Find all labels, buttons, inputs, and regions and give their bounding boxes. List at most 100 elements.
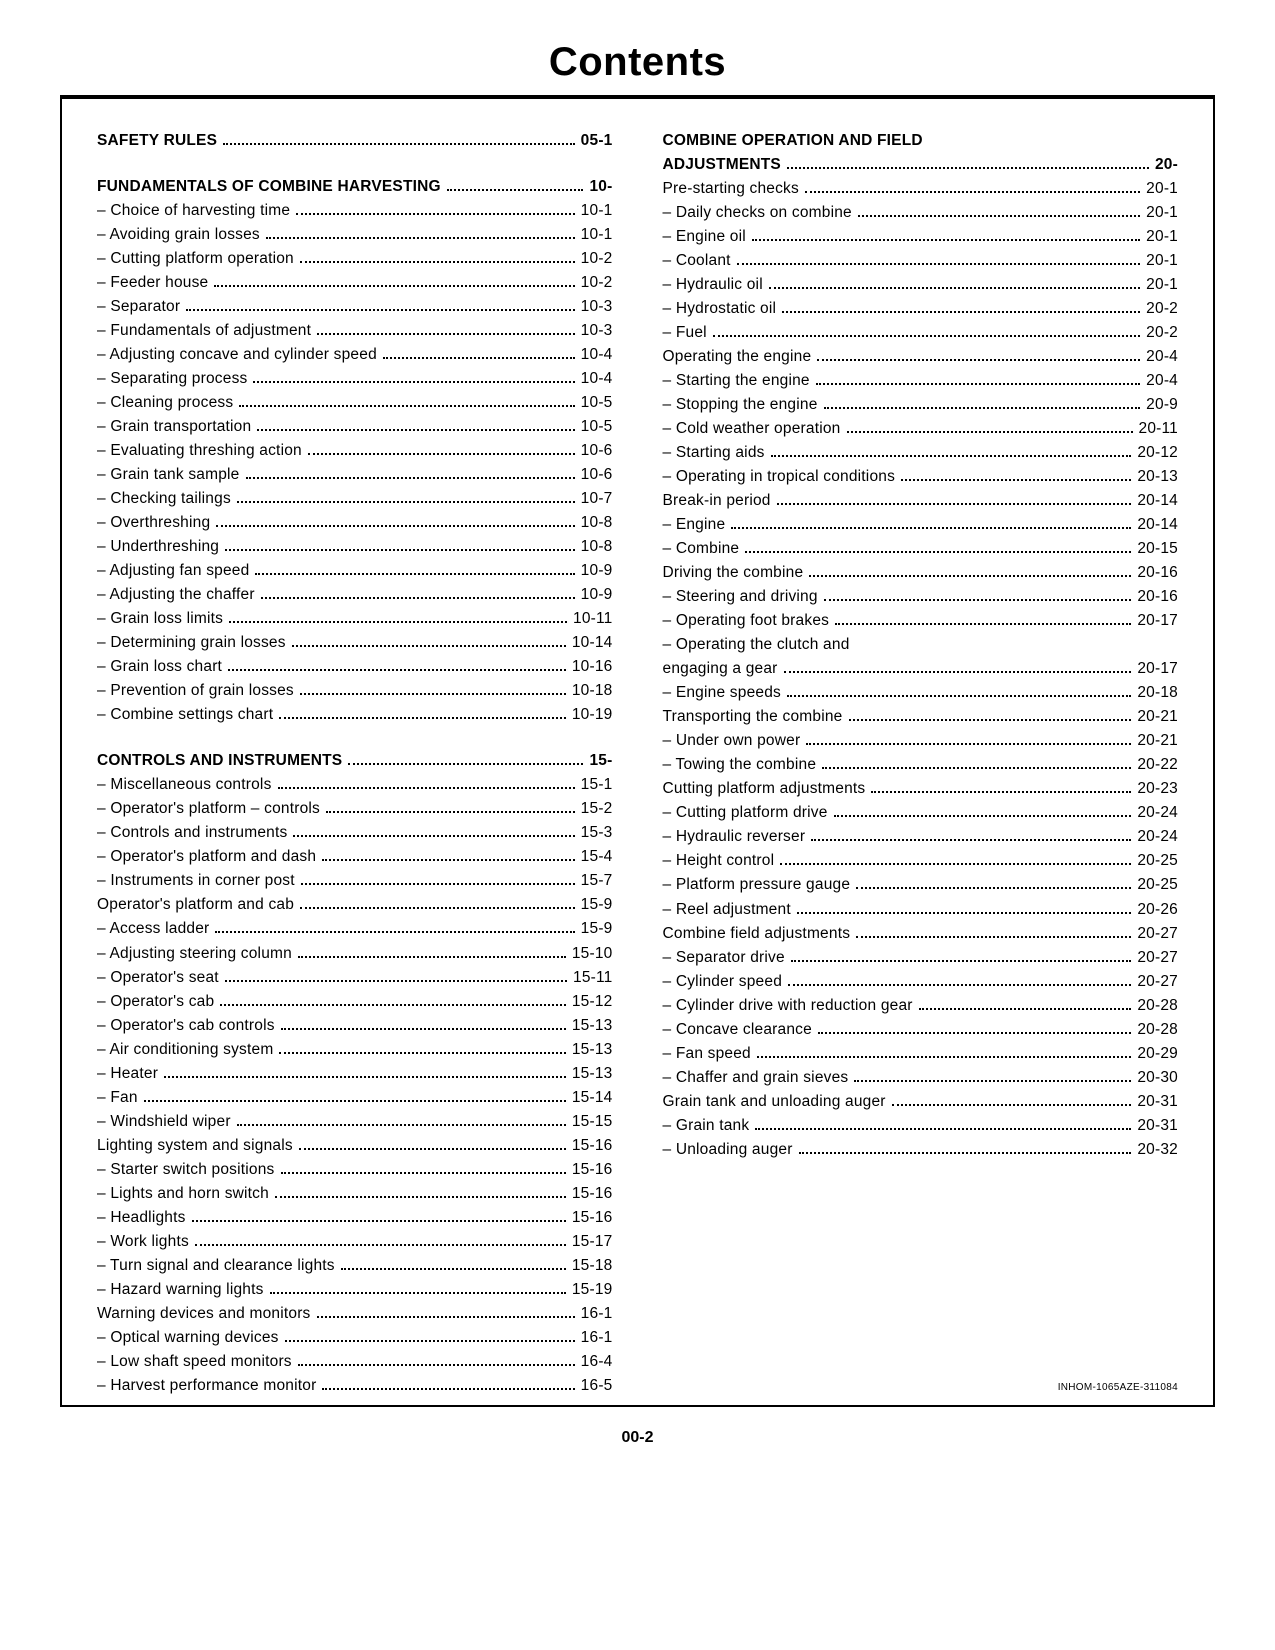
- toc-entry-page: 16-4: [581, 1350, 613, 1374]
- toc-entry: – Cylinder drive with reduction gear20-2…: [663, 994, 1179, 1018]
- toc-entry: – Cutting platform operation10-2: [97, 247, 613, 271]
- toc-entry-label: – Evaluating threshing action: [97, 439, 302, 463]
- toc-leader-dots: [216, 525, 574, 527]
- toc-entry-label: – Choice of harvesting time: [97, 199, 290, 223]
- toc-entry: – Miscellaneous controls15-1: [97, 773, 613, 797]
- toc-entry: COMBINE OPERATION AND FIELD: [663, 129, 1179, 153]
- toc-entry-label: – Low shaft speed monitors: [97, 1350, 292, 1374]
- toc-entry-page: 15-14: [572, 1086, 613, 1110]
- toc-leader-dots: [834, 815, 1132, 817]
- toc-leader-dots: [822, 767, 1131, 769]
- toc-entry-page: 10-7: [581, 487, 613, 511]
- toc-entry-label: – Stopping the engine: [663, 393, 818, 417]
- toc-entry: Driving the combine20-16: [663, 561, 1179, 585]
- toc-entry-label: – Windshield wiper: [97, 1110, 231, 1134]
- toc-entry: – Adjusting steering column15-10: [97, 942, 613, 966]
- toc-leader-dots: [824, 599, 1132, 601]
- toc-entry-page: 10-18: [572, 679, 613, 703]
- toc-entry-page: 15-3: [581, 821, 613, 845]
- toc-entry-page: 10-3: [581, 295, 613, 319]
- toc-entry: – Access ladder15-9: [97, 917, 613, 941]
- toc-entry-label: – Cutting platform drive: [663, 801, 828, 825]
- toc-entry-label: Grain tank and unloading auger: [663, 1090, 886, 1114]
- toc-group: COMBINE OPERATION AND FIELDADJUSTMENTS20…: [663, 129, 1179, 1162]
- toc-entry-label: – Hazard warning lights: [97, 1278, 264, 1302]
- toc-entry-page: 20-1: [1146, 249, 1178, 273]
- toc-entry-label: FUNDAMENTALS OF COMBINE HARVESTING: [97, 175, 441, 199]
- toc-entry: – Height control20-25: [663, 849, 1179, 873]
- toc-leader-dots: [341, 1268, 566, 1270]
- toc-entry: Cutting platform adjustments20-23: [663, 777, 1179, 801]
- toc-entry-page: 20-16: [1137, 561, 1178, 585]
- toc-entry-label: – Heater: [97, 1062, 158, 1086]
- toc-entry-label: – Grain transportation: [97, 415, 251, 439]
- toc-entry: – Separator drive20-27: [663, 946, 1179, 970]
- toc-entry-page: 15-: [589, 749, 612, 773]
- toc-leader-dots: [787, 695, 1131, 697]
- toc-leader-dots: [858, 215, 1140, 217]
- toc-leader-dots: [805, 191, 1140, 193]
- toc-entry-page: 20-25: [1137, 849, 1178, 873]
- toc-entry-page: 20-2: [1146, 297, 1178, 321]
- toc-entry-label: – Air conditioning system: [97, 1038, 273, 1062]
- toc-entry-page: 20-12: [1137, 441, 1178, 465]
- toc-entry: – Unloading auger20-32: [663, 1138, 1179, 1162]
- toc-entry-label: Warning devices and monitors: [97, 1302, 311, 1326]
- toc-entry: – Operating foot brakes20-17: [663, 609, 1179, 633]
- toc-entry-label: Combine field adjustments: [663, 922, 851, 946]
- toc-entry-page: 20-4: [1146, 345, 1178, 369]
- toc-entry: – Determining grain losses10-14: [97, 631, 613, 655]
- toc-entry-page: 10-19: [572, 703, 613, 727]
- toc-leader-dots: [237, 1124, 566, 1126]
- toc-entry: – Choice of harvesting time10-1: [97, 199, 613, 223]
- toc-entry: CONTROLS AND INSTRUMENTS15-: [97, 749, 613, 773]
- toc-leader-dots: [784, 671, 1132, 673]
- toc-entry-label: – Miscellaneous controls: [97, 773, 272, 797]
- toc-leader-dots: [281, 1172, 566, 1174]
- toc-leader-dots: [811, 839, 1131, 841]
- toc-entry: Transporting the combine20-21: [663, 705, 1179, 729]
- toc-leader-dots: [737, 263, 1141, 265]
- toc-entry: – Separating process10-4: [97, 367, 613, 391]
- toc-leader-dots: [257, 429, 574, 431]
- toc-entry-page: 20-32: [1137, 1138, 1178, 1162]
- toc-entry-label: – Lights and horn switch: [97, 1182, 269, 1206]
- toc-leader-dots: [215, 931, 574, 933]
- toc-entry-label: – Operating in tropical conditions: [663, 465, 896, 489]
- toc-entry: – Hazard warning lights15-19: [97, 1278, 613, 1302]
- toc-entry-label: – Fundamentals of adjustment: [97, 319, 311, 343]
- toc-entry: – Stopping the engine 20-9: [663, 393, 1179, 417]
- toc-entry-page: 20-29: [1137, 1042, 1178, 1066]
- toc-leader-dots: [275, 1196, 566, 1198]
- toc-entry: Lighting system and signals15-16: [97, 1134, 613, 1158]
- toc-entry: – Grain transportation10-5: [97, 415, 613, 439]
- toc-leader-dots: [270, 1292, 566, 1294]
- toc-leader-dots: [797, 912, 1132, 914]
- toc-entry-page: 20-14: [1137, 489, 1178, 513]
- toc-entry-page: 20-18: [1137, 681, 1178, 705]
- toc-entry-label: – Underthreshing: [97, 535, 219, 559]
- toc-entry-label: – Starting the engine: [663, 369, 810, 393]
- toc-leader-dots: [769, 287, 1140, 289]
- toc-entry: – Separator10-3: [97, 295, 613, 319]
- toc-entry-label: – Combine settings chart: [97, 703, 273, 727]
- toc-entry-label: – Fuel: [663, 321, 707, 345]
- toc-entry: Pre-starting checks20-1: [663, 177, 1179, 201]
- toc-entry-label: – Hydraulic oil: [663, 273, 763, 297]
- toc-entry-page: 20-28: [1137, 994, 1178, 1018]
- toc-entry-label: Operating the engine: [663, 345, 812, 369]
- toc-entry-label: – Daily checks on combine: [663, 201, 852, 225]
- toc-entry-page: 20-9: [1146, 393, 1178, 417]
- toc-entry: Operator's platform and cab15-9: [97, 893, 613, 917]
- toc-entry-label: – Hydrostatic oil: [663, 297, 777, 321]
- toc-entry: engaging a gear20-17: [663, 657, 1179, 681]
- toc-entry-label: – Operating foot brakes: [663, 609, 830, 633]
- toc-entry: – Grain tank sample10-6: [97, 463, 613, 487]
- toc-entry-label: – Engine speeds: [663, 681, 781, 705]
- toc-columns: SAFETY RULES05-1FUNDAMENTALS OF COMBINE …: [97, 129, 1178, 1420]
- toc-entry-label: – Engine: [663, 513, 726, 537]
- toc-entry: – Engine oil20-1: [663, 225, 1179, 249]
- toc-entry-label: – Grain tank: [663, 1114, 750, 1138]
- toc-entry-label: – Operator's platform and dash: [97, 845, 316, 869]
- toc-entry-label: Transporting the combine: [663, 705, 843, 729]
